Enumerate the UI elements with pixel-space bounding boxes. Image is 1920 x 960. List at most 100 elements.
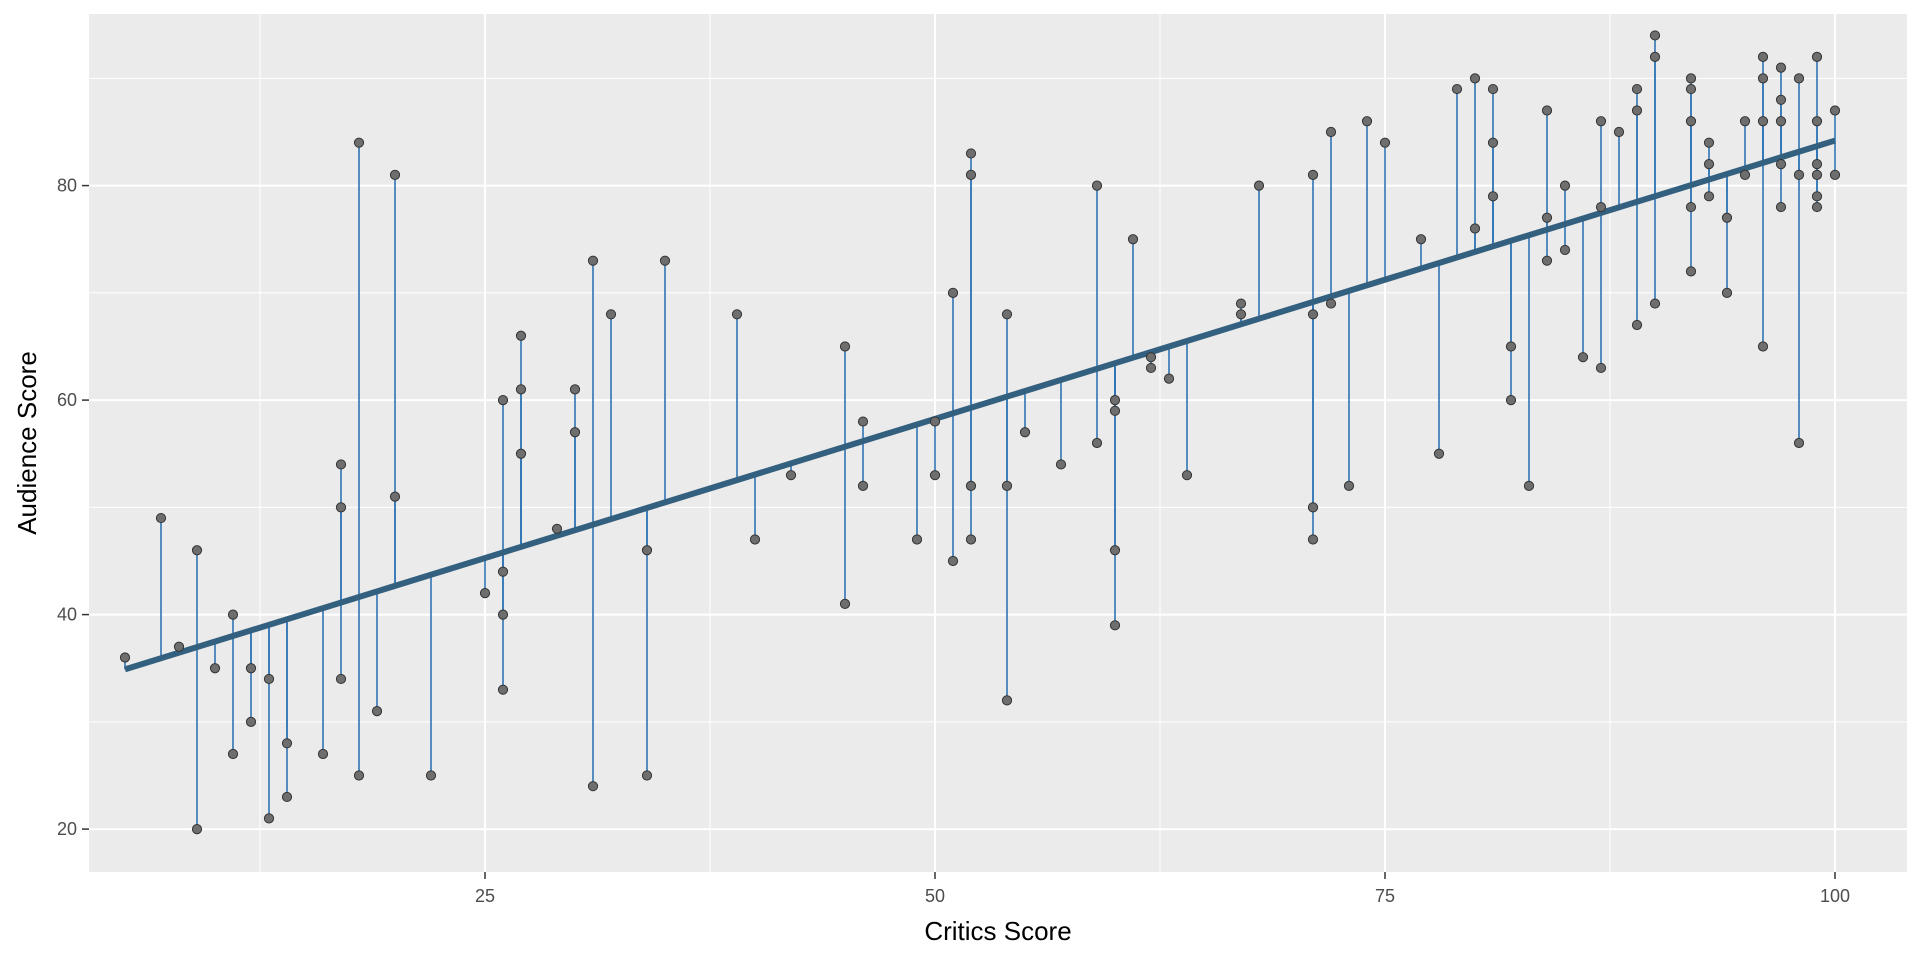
x-axis-ticks: 25 50 75 100	[475, 872, 1850, 906]
data-point	[335, 502, 347, 513]
data-point	[1793, 73, 1805, 84]
data-point	[1775, 116, 1787, 127]
data-point	[1757, 341, 1769, 352]
data-point	[1001, 309, 1013, 320]
data-point	[1235, 309, 1247, 320]
data-point	[1685, 266, 1697, 277]
regression-line-group	[124, 137, 1836, 673]
data-point	[1235, 298, 1247, 309]
data-point	[1145, 352, 1157, 363]
data-point	[587, 255, 599, 266]
data-point	[1811, 51, 1823, 63]
data-points	[119, 30, 1841, 835]
data-point	[515, 448, 527, 459]
y-tick-label: 20	[57, 819, 77, 839]
data-point	[1739, 169, 1751, 180]
data-point	[281, 738, 293, 749]
data-point	[1811, 116, 1823, 127]
x-tick-label: 25	[475, 886, 495, 906]
data-point	[1577, 352, 1589, 363]
data-point	[605, 309, 617, 320]
data-point	[749, 534, 761, 545]
data-point	[1703, 137, 1715, 148]
data-point	[1631, 83, 1643, 95]
y-axis-title: Audience Score	[12, 351, 42, 535]
data-point	[1649, 298, 1661, 309]
data-point	[1451, 83, 1463, 95]
data-point	[1685, 73, 1697, 84]
data-point	[1433, 448, 1445, 459]
data-point	[227, 748, 239, 760]
data-point	[191, 824, 203, 835]
data-point	[209, 663, 221, 674]
data-point	[1469, 73, 1481, 84]
data-point	[1325, 298, 1337, 309]
data-point	[965, 534, 977, 545]
data-point	[929, 416, 941, 427]
data-point	[1811, 191, 1823, 202]
data-point	[1757, 116, 1769, 127]
data-point	[497, 395, 509, 406]
data-point	[1523, 480, 1535, 491]
data-point	[1775, 201, 1787, 213]
data-point	[947, 555, 959, 567]
data-point	[1721, 287, 1733, 298]
data-point	[1829, 169, 1841, 180]
plot-panel	[89, 14, 1907, 872]
data-point	[1721, 212, 1733, 223]
data-point	[1109, 545, 1121, 556]
data-point	[929, 470, 941, 481]
data-point	[569, 384, 581, 395]
grid-minor	[89, 14, 1907, 872]
data-point	[1649, 51, 1661, 63]
data-point	[1181, 470, 1193, 481]
data-point	[1703, 159, 1715, 170]
x-tick-label: 50	[925, 886, 945, 906]
data-point	[1487, 83, 1499, 95]
data-point	[1541, 105, 1553, 116]
data-point	[497, 566, 509, 577]
data-point	[1739, 116, 1751, 127]
data-point	[119, 652, 131, 663]
data-point	[1811, 201, 1823, 213]
data-point	[1685, 201, 1697, 213]
data-point	[1811, 169, 1823, 180]
data-point	[1595, 116, 1607, 127]
data-point	[659, 255, 671, 266]
data-point	[1163, 373, 1175, 384]
data-point	[227, 609, 239, 620]
data-point	[1379, 137, 1391, 148]
data-point	[551, 523, 563, 534]
data-point	[857, 416, 869, 427]
y-axis-ticks: 20 40 60 80	[57, 176, 89, 839]
data-point	[731, 309, 743, 320]
data-point	[1685, 116, 1697, 127]
data-point	[785, 470, 797, 481]
data-point	[371, 706, 383, 717]
data-point	[1631, 319, 1643, 331]
data-point	[1253, 180, 1265, 191]
data-point	[1811, 159, 1823, 170]
data-point	[1001, 480, 1013, 491]
data-point	[839, 341, 851, 352]
data-point	[497, 609, 509, 620]
data-point	[569, 427, 581, 438]
x-tick-label: 75	[1375, 886, 1395, 906]
data-point	[1649, 30, 1661, 41]
data-point	[1775, 94, 1787, 105]
data-point	[587, 781, 599, 792]
data-point	[335, 673, 347, 685]
data-point	[1487, 191, 1499, 202]
data-point	[965, 169, 977, 180]
data-point	[245, 663, 257, 674]
data-point	[965, 480, 977, 491]
data-point	[389, 491, 401, 502]
data-point	[1757, 73, 1769, 84]
data-point	[173, 641, 185, 652]
data-point	[641, 545, 653, 556]
data-point	[1091, 437, 1103, 449]
regression-line	[124, 137, 1836, 673]
data-point	[191, 545, 203, 556]
data-point	[1685, 83, 1697, 95]
data-point	[1505, 395, 1517, 406]
